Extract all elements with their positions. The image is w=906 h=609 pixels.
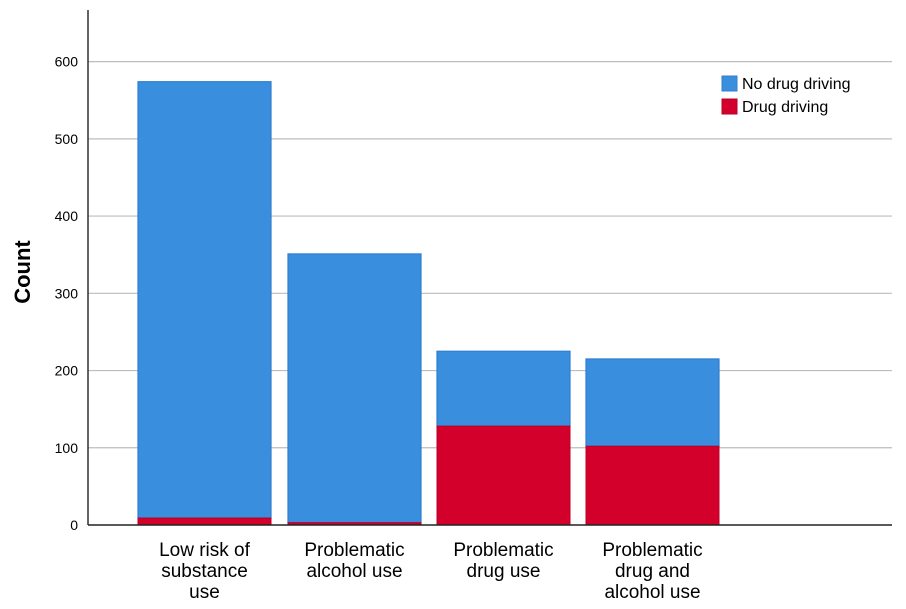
x-category-label-line: alcohol use — [604, 582, 700, 603]
x-category-label-line: substance — [161, 561, 248, 582]
x-category-label: Problematic drug and alcohol use — [602, 540, 702, 603]
x-category-label-line: drug and — [615, 561, 690, 582]
y-tick-label: 300 — [55, 285, 79, 301]
bar-no-drug-driving — [585, 358, 720, 447]
legend-entry-label: No drug driving — [742, 76, 851, 93]
y-axis-label: Count — [10, 240, 35, 304]
x-category-label-line: Problematic — [602, 540, 702, 561]
bar-no-drug-driving — [137, 81, 272, 519]
x-category-label-line: Problematic — [453, 540, 553, 561]
bar-drug-driving — [436, 425, 571, 526]
x-category-label-line: use — [189, 582, 220, 603]
bar-drug-driving — [585, 445, 720, 526]
x-category-label: Problematic drug use — [453, 540, 553, 582]
bar-drug-driving — [137, 517, 272, 526]
x-category-label: Low risk of substance use — [159, 540, 251, 603]
y-tick-labels: 0 100 200 300 400 500 600 — [55, 54, 79, 533]
y-tick-label: 500 — [55, 131, 79, 147]
legend: No drug driving Drug driving — [721, 75, 851, 116]
bar-no-drug-driving — [436, 350, 571, 427]
axes — [87, 10, 892, 526]
legend-swatch — [721, 75, 738, 92]
bars — [137, 81, 720, 526]
y-tick-label: 200 — [55, 363, 79, 379]
legend-swatch — [721, 98, 738, 115]
x-category-label-line: alcohol use — [306, 561, 402, 582]
y-tick-label: 100 — [55, 440, 79, 456]
legend-entry-label: Drug driving — [742, 99, 828, 116]
y-tick-label: 400 — [55, 208, 79, 224]
y-tick-label: 0 — [70, 517, 78, 533]
x-category-label-line: Low risk of — [159, 540, 251, 561]
bar-no-drug-driving — [287, 253, 422, 524]
y-tick-label: 600 — [55, 54, 79, 70]
x-category-label-line: Problematic — [304, 540, 404, 561]
x-category-label: Problematic alcohol use — [304, 540, 404, 582]
x-category-label-line: drug use — [467, 561, 541, 582]
